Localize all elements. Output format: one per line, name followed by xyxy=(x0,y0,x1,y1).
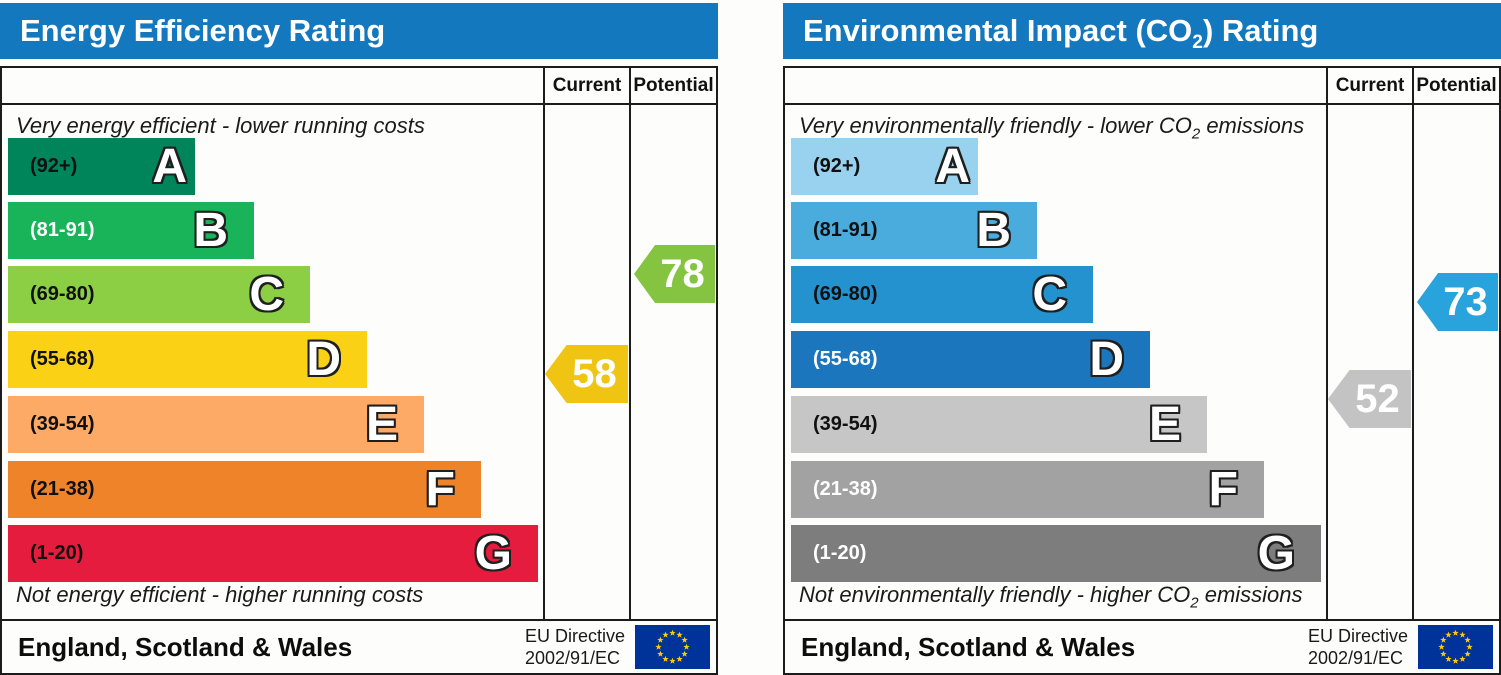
panel-title: Energy Efficiency Rating xyxy=(20,13,386,48)
band-c: (69-80) C xyxy=(791,266,1093,323)
potential-rating-arrow: 78 xyxy=(634,245,715,303)
eu-flag-icon xyxy=(635,625,710,669)
band-letter: D xyxy=(306,333,341,386)
band-range: (92+) xyxy=(30,155,78,177)
band-f: (21-38) F xyxy=(791,461,1264,518)
energy-efficiency-panel: Energy Efficiency Rating Current Potenti… xyxy=(0,0,718,675)
band-d: (55-68) D xyxy=(8,331,367,388)
band-range: (55-68) xyxy=(30,348,95,370)
potential-value-column: 78 xyxy=(629,105,716,619)
eu-directive-label: EU Directive 2002/91/EC xyxy=(524,625,625,669)
band-f: (21-38) F xyxy=(8,461,481,518)
band-range: (21-38) xyxy=(30,478,95,500)
current-column-header: Current xyxy=(543,68,629,105)
band-letter: F xyxy=(1208,463,1238,516)
band-b: (81-91) B xyxy=(8,202,254,259)
band-chart: Very environmentally friendly - lower CO… xyxy=(785,105,1326,619)
band-range: (69-80) xyxy=(30,283,95,305)
band-letter: F xyxy=(425,463,455,516)
band-range: (69-80) xyxy=(813,283,878,305)
current-value-column: 52 xyxy=(1326,105,1412,619)
band-e: (39-54) E xyxy=(791,396,1207,453)
panel-title-bar: Energy Efficiency Rating xyxy=(0,3,718,59)
current-value-column: 58 xyxy=(543,105,629,619)
band-letter: B xyxy=(193,204,228,257)
top-note: Very environmentally friendly - lower CO… xyxy=(799,113,1305,143)
eu-flag-stars xyxy=(655,629,690,664)
band-letter: C xyxy=(249,268,284,321)
band-a: (92+) A xyxy=(8,138,195,195)
footer: England, Scotland & Wales EU Directive 20… xyxy=(2,619,716,673)
band-letter: E xyxy=(1148,398,1181,451)
panel-title: Environmental Impact (CO2) Rating xyxy=(803,13,1319,54)
band-e: (39-54) E xyxy=(8,396,424,453)
header-spacer xyxy=(785,68,1326,105)
band-letter: D xyxy=(1089,333,1124,386)
band-range: (1-20) xyxy=(30,542,84,564)
band-range: (1-20) xyxy=(813,542,867,564)
band-range: (21-38) xyxy=(813,478,878,500)
bottom-note: Not environmentally friendly - higher CO… xyxy=(799,581,1303,611)
rating-table: Current Potential Very energy efficient … xyxy=(0,66,718,675)
eu-directive-label: EU Directive 2002/91/EC xyxy=(1307,625,1408,669)
band-range: (81-91) xyxy=(813,219,878,241)
potential-rating-arrow: 73 xyxy=(1417,273,1498,331)
band-range: (39-54) xyxy=(813,413,878,435)
band-letter: G xyxy=(474,527,512,580)
eu-flag-icon xyxy=(1418,625,1493,669)
footer: England, Scotland & Wales EU Directive 20… xyxy=(785,619,1499,673)
header-spacer xyxy=(2,68,543,105)
band-g: (1-20) G xyxy=(791,525,1321,582)
potential-value-column: 73 xyxy=(1412,105,1499,619)
band-range: (81-91) xyxy=(30,219,95,241)
potential-column-header: Potential xyxy=(629,68,716,105)
band-letter: B xyxy=(976,204,1011,257)
band-range: (92+) xyxy=(813,155,861,177)
bottom-note: Not energy efficient - higher running co… xyxy=(16,581,424,607)
top-note: Very energy efficient - lower running co… xyxy=(16,113,425,138)
potential-column-header: Potential xyxy=(1412,68,1499,105)
band-d: (55-68) D xyxy=(791,331,1150,388)
band-chart: Very energy efficient - lower running co… xyxy=(2,105,543,619)
band-range: (39-54) xyxy=(30,413,95,435)
band-a: (92+) A xyxy=(791,138,978,195)
band-letter: A xyxy=(152,140,187,193)
band-letter: E xyxy=(365,398,398,451)
rating-table: Current Potential Very environmentally f… xyxy=(783,66,1501,675)
band-letter: G xyxy=(1257,527,1295,580)
eu-flag-stars xyxy=(1438,629,1473,664)
band-letter: A xyxy=(935,140,970,193)
current-rating-arrow: 52 xyxy=(1328,370,1411,428)
band-g: (1-20) G xyxy=(8,525,538,582)
panel-title-bar: Environmental Impact (CO2) Rating xyxy=(783,3,1501,59)
region-label: England, Scotland & Wales xyxy=(18,631,353,662)
current-column-header: Current xyxy=(1326,68,1412,105)
region-label: England, Scotland & Wales xyxy=(801,631,1136,662)
band-b: (81-91) B xyxy=(791,202,1037,259)
band-range: (55-68) xyxy=(813,348,878,370)
band-c: (69-80) C xyxy=(8,266,310,323)
environmental-impact-panel: Environmental Impact (CO2) Rating Curren… xyxy=(783,0,1501,675)
band-letter: C xyxy=(1032,268,1067,321)
current-rating-arrow: 58 xyxy=(545,345,628,403)
